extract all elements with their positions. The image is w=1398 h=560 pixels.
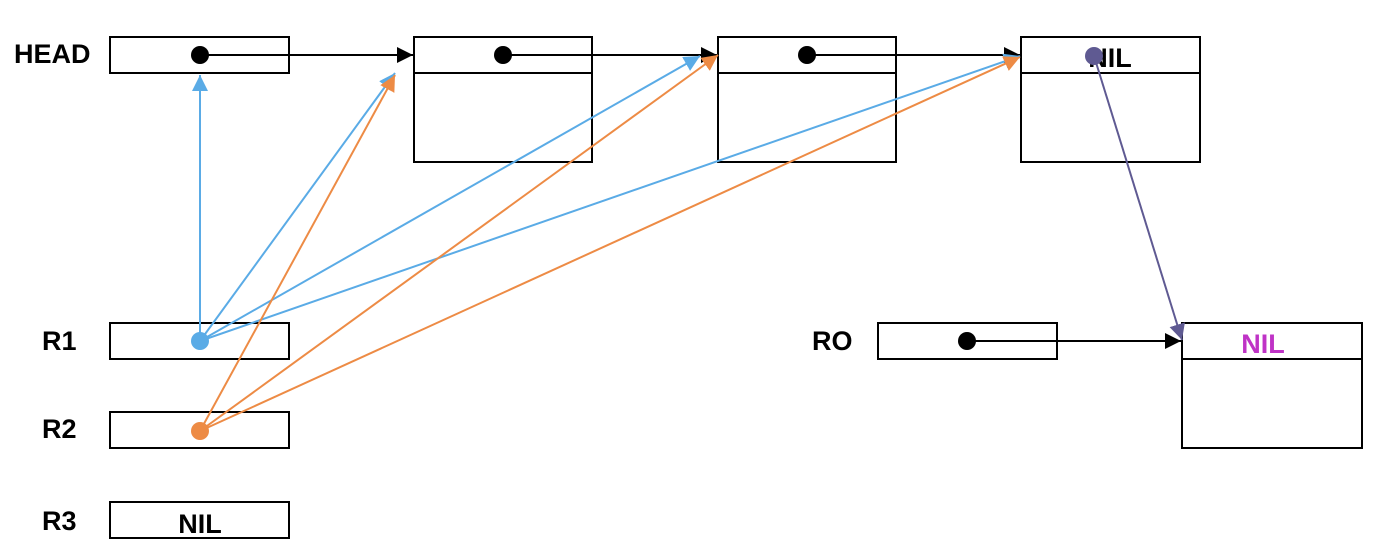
r2-pointer-dot [191,422,209,440]
ro-pointer-dot [958,332,976,350]
r1-pointer-arrows [192,53,1021,342]
r2-to-node-1-arrow [199,74,396,432]
r1-to-node-2-arrow [199,55,701,342]
ro-label: RO [812,326,853,356]
r2-to-node-2-arrow [199,54,719,432]
ro-target-node: NIL [1181,322,1363,449]
r1-label: R1 [42,326,77,356]
node-3-to-ro-target-arrow [1093,55,1185,341]
node-3-pointer-dot [1085,47,1103,65]
head-pointer-dot [191,46,209,64]
r2-box [109,411,290,449]
list-node-3: NIL [1020,36,1201,163]
r2-label: R2 [42,414,77,444]
node-3-box [1020,36,1201,163]
r2-pointer-arrows [199,54,1021,432]
node-1-pointer-dot [494,46,512,64]
ro-target-box [1181,322,1363,449]
r1-pointer-dot [191,332,209,350]
head-label: HEAD [14,39,91,69]
r3-label: R3 [42,506,77,536]
node-2-pointer-dot [798,46,816,64]
r3-box [109,501,290,539]
r3-nil-text: NIL [178,509,222,539]
ro-target-nil-text: NIL [1241,329,1285,359]
node-1-box [413,36,593,163]
list-node-1 [413,36,593,163]
r1-to-node-1-arrow [199,72,396,342]
r2-to-node-3-arrow [199,56,1021,432]
r1-to-node-3-arrow [199,53,1021,342]
